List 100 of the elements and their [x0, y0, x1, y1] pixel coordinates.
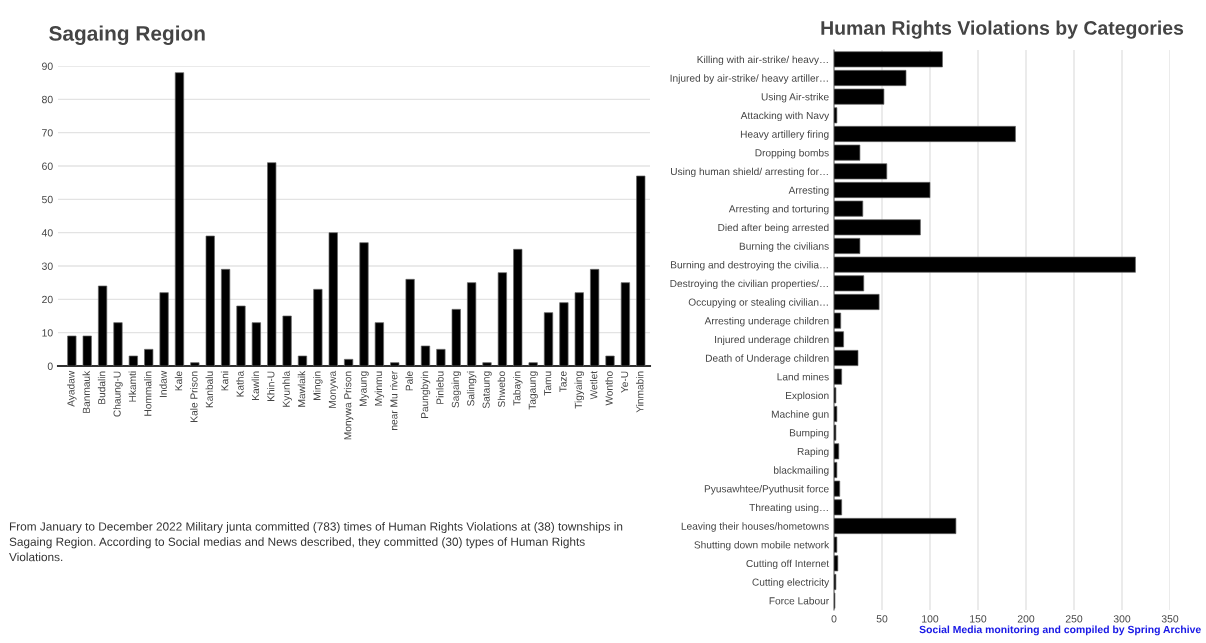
bar	[482, 362, 492, 366]
bar	[834, 312, 842, 329]
bar	[834, 51, 943, 68]
bar	[834, 443, 840, 460]
bar	[451, 308, 461, 366]
bar	[574, 292, 584, 366]
bar	[390, 362, 400, 366]
x-tick-label: Hkamti	[128, 371, 137, 402]
x-tick-label: Monywa	[328, 370, 338, 408]
bar	[834, 462, 838, 478]
bar	[605, 355, 615, 366]
x-tick-label: Katha	[236, 370, 244, 397]
x-tick-label: Khin-U	[267, 371, 275, 402]
x-tick-label: Kawlin	[251, 371, 260, 400]
bar	[159, 292, 169, 366]
chart-title: Human Rights Violations by Categories	[821, 20, 1184, 39]
x-tick-label: Ye-U	[621, 371, 629, 393]
x-tick-label: 250	[1065, 615, 1083, 623]
x-tick-label: 200	[1017, 615, 1035, 623]
x-tick-label: Kyunhla	[282, 370, 292, 407]
x-tick-label: Hommalin	[144, 371, 152, 416]
x-tick-label: Sagaing	[451, 371, 461, 408]
y-tick-label: Died after being arrested	[718, 223, 829, 234]
x-tick-label: Chaung-U	[113, 371, 123, 417]
y-tick-label: 0	[47, 362, 53, 370]
bar	[559, 302, 569, 366]
bar	[636, 175, 646, 366]
bar	[190, 362, 200, 366]
bar	[834, 555, 839, 572]
x-tick-label: Paungbyin	[420, 371, 431, 418]
bar	[205, 235, 215, 366]
x-tick-label: 350	[1161, 615, 1179, 623]
bar	[313, 288, 323, 366]
bar	[328, 232, 338, 366]
bar	[98, 285, 108, 366]
bar	[834, 331, 844, 348]
bar	[834, 256, 1136, 273]
bar	[297, 355, 308, 366]
x-tick-label: Ayadaw	[67, 370, 77, 407]
bar	[528, 362, 538, 366]
x-tick-label: Budalin	[97, 371, 106, 404]
y-tick-label: Occupying or stealing civilian…	[688, 298, 828, 308]
y-tick-label: Burning the civilians	[739, 242, 829, 252]
bar	[221, 268, 231, 366]
bar	[420, 345, 431, 366]
y-tick-label: 70	[42, 129, 53, 137]
bar	[834, 126, 1016, 142]
x-tick-label: 0	[831, 615, 837, 623]
y-tick-label: Using human shield/ arresting for…	[671, 167, 828, 178]
bar	[543, 312, 554, 366]
x-tick-label: Shwebo	[497, 371, 506, 408]
text: Social Media monitoring and compiled by Spring Archive	[919, 625, 1201, 636]
x-tick-label: 150	[970, 615, 987, 623]
y-tick-label: Arresting	[788, 186, 829, 196]
bar	[834, 518, 957, 534]
x-tick-label: Kanbalu	[205, 371, 213, 408]
x-tick-label: Tabayin	[513, 371, 523, 406]
y-tick-label: Shutting down mobile network	[694, 540, 830, 551]
bar	[467, 282, 477, 366]
y-tick-label: Arresting and torturing	[728, 204, 829, 215]
y-tick-label: 50	[41, 195, 53, 204]
y-tick-label: Cutting off Internet	[746, 559, 830, 570]
bar	[834, 238, 861, 254]
x-tick-label: 100	[922, 615, 939, 623]
bar	[834, 406, 838, 422]
y-tick-label: Injured by air-strike/ heavy artiller…	[670, 74, 828, 84]
bar	[344, 358, 354, 366]
bar	[513, 248, 523, 366]
bar	[620, 282, 630, 366]
y-tick-label: Threating using…	[749, 503, 828, 514]
y-tick-label: 90	[42, 62, 53, 70]
bar	[436, 348, 446, 366]
y-tick-label: Arresting underage children	[704, 316, 829, 327]
x-tick-label: Wontho	[605, 371, 613, 406]
y-tick-label: 80	[42, 95, 53, 104]
y-tick-label: Leaving their houses/hometowns	[681, 522, 829, 532]
y-tick-label: Attacking with Navy	[740, 111, 830, 122]
bar	[374, 322, 384, 366]
bar	[282, 315, 292, 366]
bar	[834, 182, 931, 198]
bar	[834, 480, 841, 497]
y-tick-label: Pyusawhtee/Pyuthusit force	[704, 484, 829, 495]
bar	[359, 242, 369, 366]
x-tick-label: Pale	[405, 371, 413, 391]
bar	[128, 355, 138, 366]
bar	[834, 219, 921, 236]
x-tick-label: Myinmu	[374, 371, 385, 406]
y-tick-label: Burning and destroying the civilia…	[671, 260, 828, 271]
y-tick-label: blackmailing	[774, 466, 829, 476]
x-tick-label: 300	[1113, 615, 1131, 623]
y-tick-label: Cutting electricity	[752, 578, 830, 588]
x-tick-label: Taze	[559, 371, 567, 393]
y-tick-label: Heavy artillery firing	[740, 130, 829, 140]
x-tick-label: 50	[876, 615, 888, 623]
x-tick-label: Myaung	[359, 371, 369, 407]
bar	[834, 499, 843, 516]
bar	[82, 335, 92, 366]
y-tick-label: Raping	[797, 447, 829, 458]
bar	[834, 350, 859, 366]
y-tick-label: Machine gun	[771, 410, 829, 420]
